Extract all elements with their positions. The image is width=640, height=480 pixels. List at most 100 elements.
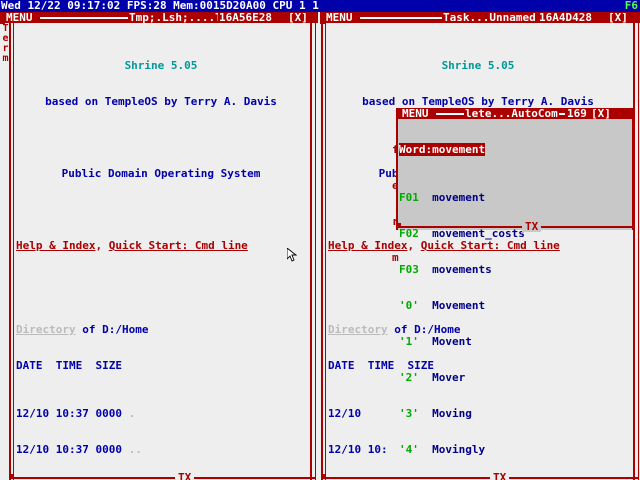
directory-columns: DATE TIME SIZE (328, 359, 434, 372)
banner-tagline: Public Domain Operating System (61, 167, 261, 180)
dir-row-1-meta: 12/10 10:37 0000 (16, 443, 129, 456)
popup-item-7-key: '4' (399, 443, 419, 456)
popup-word-label-row: Word:movement (399, 143, 525, 156)
list-item[interactable]: F02 movement_costs (399, 228, 525, 240)
popup-resize-handle[interactable] (629, 114, 634, 119)
help-index-link[interactable]: Help & Index (16, 239, 96, 252)
popup-item-4-key: '1' (399, 335, 419, 348)
list-item[interactable]: '1' Movent (399, 336, 525, 348)
banner-links-row: Help & Index, Quick Start: Cmd line (16, 240, 308, 252)
right-window-status-tx: TX (490, 472, 510, 480)
system-status-bar: Wed 12/22 09:17:02 FPS:28 Mem:0015D20A00… (0, 0, 640, 12)
popup-item-1-label[interactable]: movement_costs (432, 227, 525, 240)
left-window-close-button[interactable]: [X] (287, 12, 309, 23)
popup-scroll-corner[interactable] (396, 223, 401, 228)
mouse-cursor-icon (287, 248, 297, 262)
left-menu-button[interactable]: MENU (6, 12, 33, 23)
autocomplete-popup[interactable]: MENU lete...AutoCom 169 [X] Word:movemen… (396, 108, 634, 480)
right-window-titlebar[interactable]: MENU Task...Unnamed 16A4D428 [X] (320, 12, 640, 23)
banner-subtitle: based on TempleOS by Terry A. Davis (362, 95, 594, 108)
left-window-task-label: Tmp;.Lsh;....T (128, 12, 223, 23)
popup-item-3-label[interactable]: Movement (432, 299, 486, 312)
right-terminal-window[interactable]: MENU Task...Unnamed 16A4D428 [X] TX Shri… (320, 12, 640, 480)
popup-item-2-label[interactable]: movements (432, 263, 492, 276)
popup-word-list: Word:movement F01 movement F02 movement_… (399, 120, 525, 480)
popup-task-label: lete...AutoCom (464, 107, 559, 120)
banner-subtitle: based on TempleOS by Terry A. Davis (45, 95, 277, 108)
quick-start-link[interactable]: Quick Start: Cmd line (108, 239, 248, 252)
left-frame-border-inner (325, 23, 326, 480)
left-frame-border-inner (13, 23, 14, 480)
banner-spacer (16, 132, 308, 144)
bottom-frame-border (321, 477, 638, 479)
link-separator: , (95, 239, 109, 252)
left-window-titlebar[interactable]: MENU Tmp;.Lsh;....T 16A56E28 [X] (0, 12, 318, 23)
directory-header-row: Directory of D:/Home (16, 324, 308, 336)
dir-row-1-name[interactable]: .. (128, 443, 142, 456)
left-frame-border (321, 23, 323, 480)
list-item[interactable]: '0' Movement (399, 300, 525, 312)
right-window-scroll-corner[interactable] (321, 474, 326, 479)
dir-row-0-name[interactable]: . (128, 407, 136, 420)
right-menu-button[interactable]: MENU (326, 12, 353, 23)
right-window-close-button[interactable]: [X] (607, 12, 629, 23)
popup-bottom-border (396, 226, 634, 228)
popup-item-0-key: F01 (399, 191, 419, 204)
left-window-scroll-corner[interactable] (9, 474, 14, 479)
popup-left-border (396, 119, 398, 230)
directory-path: of D:/Home (75, 323, 149, 336)
popup-close-button[interactable]: [X] (590, 107, 612, 120)
left-window-status-tx: TX (175, 472, 195, 480)
left-window-resize-handle[interactable] (0, 19, 5, 24)
dir-row-0-meta: 12/10 10:37 0000 (16, 407, 129, 420)
list-item[interactable]: F01 movement (399, 192, 525, 204)
popup-menu-button[interactable]: MENU (402, 107, 429, 120)
table-row[interactable]: 12/10 10: (328, 443, 388, 456)
right-window-resize-handle[interactable] (320, 19, 325, 24)
popup-word-label: Word:movement (399, 143, 486, 156)
popup-item-1-key: F02 (399, 227, 419, 240)
popup-status-tx: TX (522, 221, 542, 232)
popup-right-border (632, 119, 634, 230)
side-letter-e: e (392, 180, 432, 192)
list-item[interactable]: F03 movements (399, 264, 525, 276)
left-window-handle: 16A56E28 (218, 12, 273, 23)
list-item[interactable]: '4' Movingly (399, 444, 525, 456)
left-window-content: Shrine 5.05 based on TempleOS by Terry A… (16, 24, 308, 480)
table-row[interactable]: 12/10 10:37 0000 .. (16, 444, 308, 456)
links-spacer (16, 276, 308, 288)
right-frame-border (310, 23, 312, 480)
popup-item-7-label[interactable]: Movingly (432, 443, 486, 456)
right-window-handle: 16A4D428 (538, 12, 593, 23)
banner-spacer2 (16, 204, 308, 216)
side-letter-m: m (392, 251, 399, 264)
popup-item-6-key: '3' (399, 407, 419, 420)
help-index-link[interactable]: Help & Index (328, 239, 408, 252)
quick-start-link[interactable]: Quick Start: Cmd line (420, 239, 560, 252)
bottom-frame-border (9, 477, 315, 479)
list-item[interactable]: '3' Moving (399, 408, 525, 420)
popup-titlebar-rule (436, 113, 466, 115)
directory-word: Directory (328, 323, 388, 336)
banner-title: Shrine 5.05 (124, 59, 198, 72)
right-frame-border-inner (315, 23, 316, 480)
right-frame-border-inner (638, 23, 639, 480)
sidebar-letters: f e r m (392, 120, 432, 288)
fkey-indicator[interactable]: F6 (624, 0, 638, 12)
right-window-task-label: Task...Unnamed (442, 12, 537, 23)
popup-titlebar-rule-2 (559, 113, 565, 115)
popup-titlebar[interactable]: MENU lete...AutoCom 169 [X] (396, 108, 634, 119)
popup-item-4-label[interactable]: Movent (432, 335, 472, 348)
table-row[interactable]: 12/10 10:37 0000 . (16, 408, 308, 420)
right-frame-border (633, 23, 635, 480)
table-row[interactable]: 12/10 (328, 407, 362, 420)
popup-item-5-key: '2' (399, 371, 419, 384)
popup-item-6-label[interactable]: Moving (432, 407, 472, 420)
popup-item-0-label[interactable]: movement (432, 191, 486, 204)
side-letter-r: r (392, 216, 432, 228)
link-separator: , (407, 239, 421, 252)
popup-item-5-label[interactable]: Mover (432, 371, 466, 384)
list-item[interactable]: '2' Mover (399, 372, 525, 384)
